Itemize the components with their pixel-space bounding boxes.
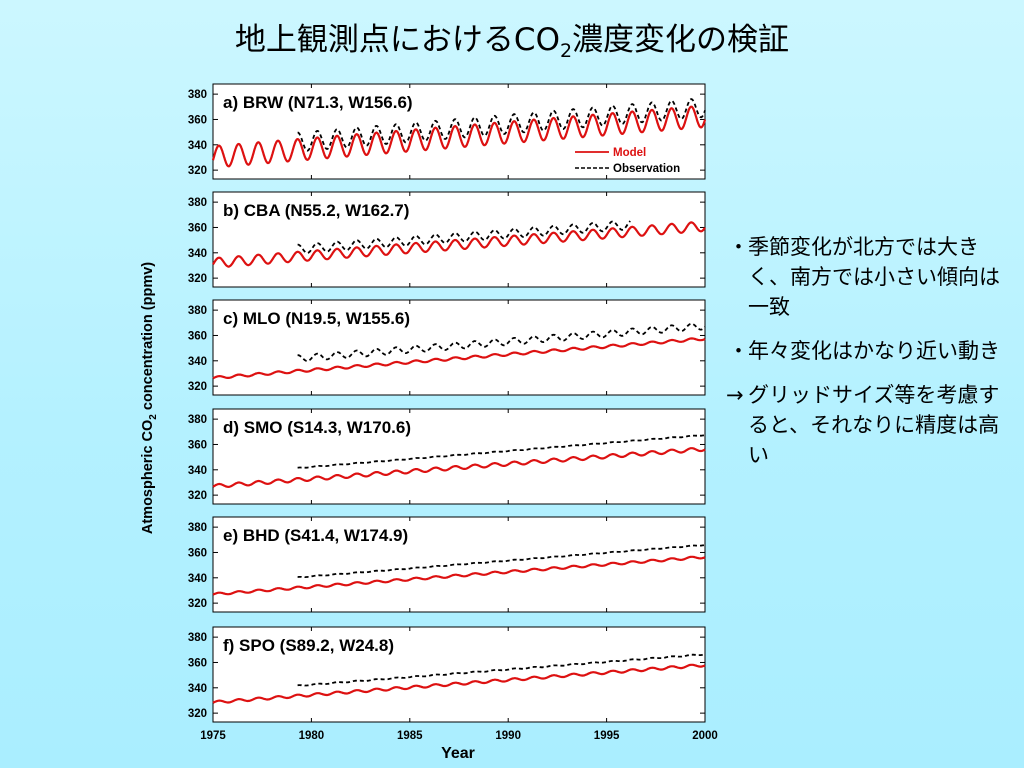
bullet-text: 年々変化はかなり近い動き <box>748 339 1000 363</box>
y-tick-label: 360 <box>188 114 207 126</box>
observation-series-line <box>297 220 631 254</box>
model-series-line <box>212 447 706 489</box>
slide-title-tail: 濃度変化の検証 <box>572 22 790 58</box>
bullet-item: → グリッドサイズ等を考慮すると、それなりに精度は高い <box>726 380 1020 470</box>
y-tick-label: 320 <box>188 273 207 285</box>
chart-panel: 320 340 360 380 c) MLO (N19.5, W155.6) <box>188 299 706 396</box>
y-tick-label: 340 <box>188 248 207 260</box>
panel-label: a) BRW (N71.3, W156.6) <box>223 93 413 112</box>
y-tick-label: 360 <box>188 547 207 559</box>
legend-observation-label: Observation <box>613 163 680 175</box>
observation-series-line <box>297 98 706 152</box>
x-tick-label: 1985 <box>397 730 423 742</box>
model-series-line <box>212 555 706 596</box>
y-tick-label: 320 <box>188 490 207 502</box>
y-tick-label: 340 <box>188 356 207 368</box>
x-tick-label: 1975 <box>200 730 226 742</box>
model-series-line <box>211 105 707 168</box>
chart-panel: 320 340 360 380 f) SPO (S89.2, W24.8) <box>188 626 706 723</box>
chart-panel: 320 340 360 380 d) SMO (S14.3, W170.6) <box>188 408 706 505</box>
y-tick-label: 380 <box>188 89 207 101</box>
observation-series-line <box>297 544 706 578</box>
bullet-item: ・ 年々変化はかなり近い動き <box>728 336 1020 366</box>
y-tick-label: 320 <box>188 165 207 177</box>
model-series-line <box>212 663 706 704</box>
y-tick-label: 360 <box>188 657 207 669</box>
panel-label: c) MLO (N19.5, W155.6) <box>223 309 410 328</box>
plot-area <box>212 191 706 288</box>
slide-title-subscript: 2 <box>559 40 573 63</box>
bullet-item: ・ 季節変化が北方では大きく、南方では小さい傾向は一致 <box>728 232 1020 322</box>
observation-series-line <box>297 653 706 687</box>
y-axis-label-sub: 2 <box>148 414 159 420</box>
bullet-text: グリッドサイズ等を考慮すると、それなりに精度は高い <box>748 383 1000 467</box>
observation-series-line <box>297 434 706 469</box>
x-tick-label: 1980 <box>299 730 325 742</box>
plot-area <box>212 626 706 723</box>
y-tick-label: 360 <box>188 330 207 342</box>
bullet-mark: ・ <box>728 235 749 259</box>
slide-title-main: 地上観測点におけるCO <box>234 22 560 58</box>
panel-label: b) CBA (N55.2, W162.7) <box>223 201 409 220</box>
x-axis: 1975 1980 1985 1990 1995 2000 <box>200 730 718 742</box>
x-axis-label: Year <box>441 745 475 762</box>
legend: Model Observation <box>575 147 680 175</box>
bullet-list: ・ 季節変化が北方では大きく、南方では小さい傾向は一致 ・ 年々変化はかなり近い… <box>726 232 1020 484</box>
y-axis-label-post: concentration (ppmv) <box>140 262 156 414</box>
bullet-mark: → <box>726 383 744 407</box>
y-tick-label: 380 <box>188 305 207 317</box>
bullet-text: 季節変化が北方では大きく、南方では小さい傾向は一致 <box>748 235 1000 319</box>
slide-title: 地上観測点におけるCO2濃度変化の検証 <box>0 14 1024 62</box>
panel-label: e) BHD (S41.4, W174.9) <box>223 526 408 545</box>
model-series-line <box>212 221 706 268</box>
y-tick-label: 380 <box>188 632 207 644</box>
y-tick-label: 380 <box>188 522 207 534</box>
x-tick-label: 1990 <box>495 730 521 742</box>
y-axis-label-pre: Atmospheric CO <box>140 420 156 534</box>
chart-panel: 320 340 360 380 b) CBA (N55.2, W162.7) <box>188 191 706 288</box>
model-series-line <box>212 337 706 380</box>
observation-series-line <box>297 322 706 362</box>
chart-panel: 320 340 360 380 e) BHD (S41.4, W174.9) <box>188 516 706 613</box>
y-tick-label: 380 <box>188 197 207 209</box>
y-tick-label: 340 <box>188 465 207 477</box>
panel-label: f) SPO (S89.2, W24.8) <box>223 636 394 655</box>
y-tick-label: 320 <box>188 598 207 610</box>
bullet-mark: ・ <box>728 339 749 363</box>
y-axis-label: Atmospheric CO2 concentration (ppmv) <box>140 262 159 534</box>
y-tick-label: 360 <box>188 439 207 451</box>
panel-label: d) SMO (S14.3, W170.6) <box>223 418 411 437</box>
y-tick-label: 380 <box>188 414 207 426</box>
y-tick-label: 340 <box>188 573 207 585</box>
x-tick-label: 2000 <box>692 730 718 742</box>
y-tick-label: 360 <box>188 222 207 234</box>
y-tick-label: 320 <box>188 708 207 720</box>
y-tick-label: 320 <box>188 381 207 393</box>
y-tick-label: 340 <box>188 140 207 152</box>
x-tick-label: 1995 <box>594 730 620 742</box>
panels-layer: 320 340 360 380 a) BRW (N71.3, W156.6) Model O… <box>188 83 707 723</box>
chart-panel: 320 340 360 380 a) BRW (N71.3, W156.6) Model O… <box>188 83 707 180</box>
legend-model-label: Model <box>613 147 646 159</box>
y-tick-label: 340 <box>188 683 207 695</box>
